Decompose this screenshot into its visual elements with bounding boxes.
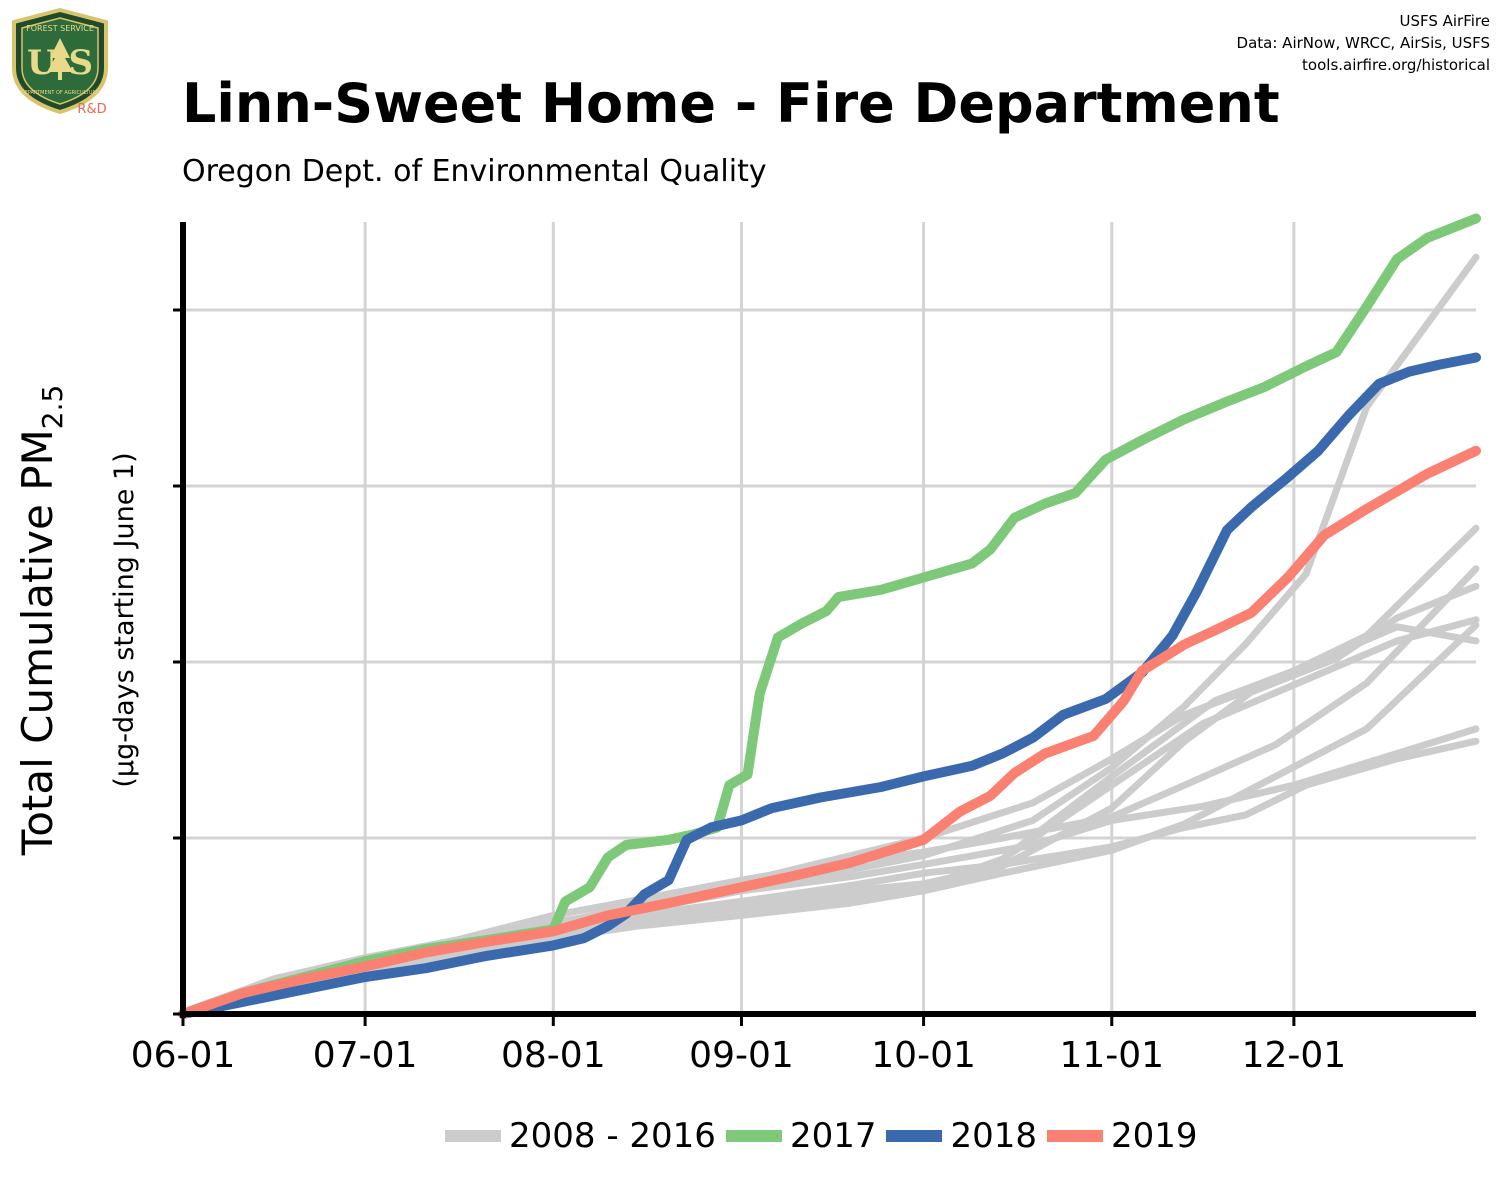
legend-swatch	[725, 1130, 782, 1142]
x-tick-label: 07-01	[313, 1035, 418, 1076]
data-credits: USFS AirFire Data: AirNow, WRCC, AirSis,…	[1237, 10, 1490, 76]
legend-item-2018: 2018	[886, 1116, 1037, 1156]
legend: 2008 - 2016 2017 2018 2019	[445, 1112, 1208, 1160]
y-axis-label-subscript: 2.5	[36, 385, 69, 430]
legend-item-2017: 2017	[725, 1116, 877, 1156]
x-tick-label: 06-01	[131, 1035, 236, 1076]
x-tick-label: 12-01	[1242, 1035, 1347, 1076]
series-lines	[178, 213, 1481, 1019]
legend-label: 2018	[950, 1116, 1038, 1156]
series-line-2019	[178, 445, 1481, 1019]
chart-title: Linn-Sweet Home - Fire Department	[182, 72, 1280, 135]
forest-service-shield-icon: FOREST SERVICE U S DEPARTMENT OF AGRICUL…	[12, 8, 108, 116]
legend-item-2019: 2019	[1047, 1116, 1198, 1156]
chart-subtitle: Oregon Dept. of Environmental Quality	[182, 154, 767, 189]
series-line-2017	[178, 213, 1481, 1019]
logo-top-text: FOREST SERVICE	[26, 24, 94, 33]
y-axis-label-text: Total Cumulative PM	[13, 429, 62, 856]
legend-label: 2008 - 2016	[509, 1116, 716, 1156]
x-tick-label: 11-01	[1059, 1035, 1164, 1076]
logo-badge: R&D	[77, 102, 106, 116]
grid-lines	[183, 222, 1476, 1014]
credit-line-3: tools.airfire.org/historical	[1302, 56, 1490, 74]
legend-item-2008-2016: 2008 - 2016	[445, 1116, 716, 1156]
credit-line-2: Data: AirNow, WRCC, AirSis, USFS	[1236, 34, 1490, 52]
y-axis-label: Total Cumulative PM2.5	[13, 385, 69, 857]
x-tick-label: 10-01	[871, 1035, 976, 1076]
legend-label: 2019	[1111, 1116, 1198, 1156]
axes	[173, 222, 1476, 1026]
x-tick-labels: 06-01 07-01 08-01 09-01 10-01 11-01 12-01	[131, 1035, 1346, 1076]
legend-swatch	[886, 1130, 943, 1142]
credit-line-1: USFS AirFire	[1399, 12, 1490, 30]
x-tick-label: 08-01	[501, 1035, 606, 1076]
series-line-2018	[178, 352, 1481, 1019]
legend-swatch	[1047, 1130, 1104, 1142]
y-axis-units-label: (µg-days starting June 1)	[109, 452, 140, 787]
legend-label: 2017	[789, 1116, 877, 1156]
x-tick-label: 09-01	[689, 1035, 794, 1076]
legend-swatch	[445, 1130, 501, 1142]
logo-bottom-text: DEPARTMENT OF AGRICULTURE	[21, 90, 99, 96]
